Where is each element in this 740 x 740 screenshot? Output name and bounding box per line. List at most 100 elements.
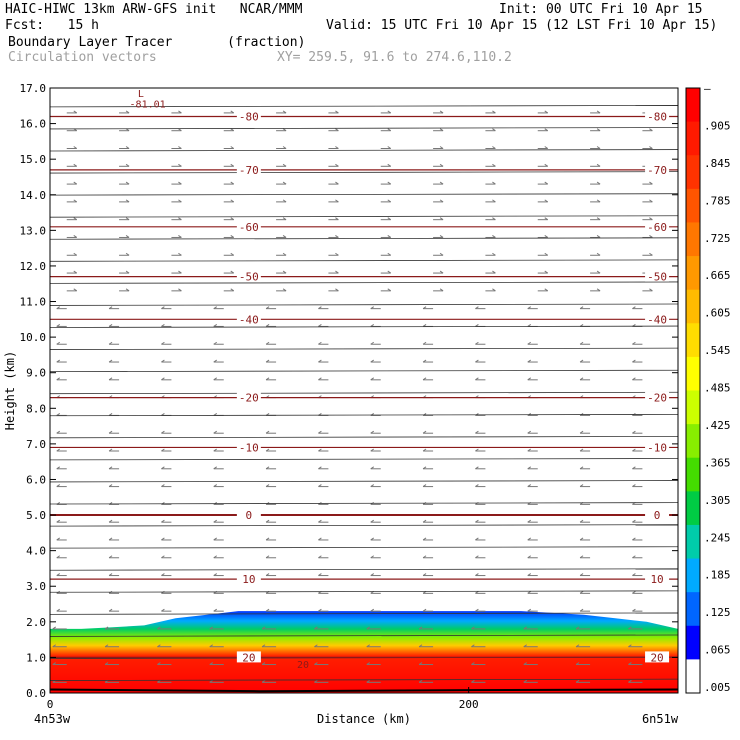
contour-label: -20: [239, 392, 259, 405]
circulation-vector-head: [178, 288, 182, 292]
circulation-vector-head: [422, 555, 427, 559]
circulation-vector-head: [213, 466, 218, 470]
circulation-vector-head: [265, 573, 270, 576]
circulation-vector-head: [213, 537, 218, 541]
circulation-vector-head: [544, 199, 549, 203]
circulation-vector-head: [265, 359, 270, 363]
y-tick-label: 6.0: [26, 473, 46, 486]
theta-contour: [49, 171, 679, 174]
circulation-vector-head: [387, 199, 392, 203]
circulation-vector-head: [157, 644, 161, 648]
circulation-vector-head: [649, 181, 653, 185]
theta-contour: [49, 590, 679, 593]
y-axis-title: Height (km): [3, 351, 17, 430]
circulation-vector-head: [318, 377, 322, 381]
circulation-vector-head: [108, 430, 113, 434]
circulation-vector-head: [230, 181, 235, 185]
contour-label-bg: [645, 163, 670, 175]
circulation-vector-head: [178, 235, 182, 238]
colorbar-label: .365: [704, 456, 731, 469]
circulation-vector-head: [230, 270, 235, 274]
y-tick-label: 1.0: [26, 651, 46, 664]
circulation-vector-head: [261, 644, 266, 648]
circulation-vector-head: [318, 608, 322, 612]
model-line: HAIC-HIWC 13km ARW-GFS init NCAR/MMM: [5, 2, 303, 17]
circulation-vector-head: [527, 519, 532, 523]
contour-label-bg: [645, 573, 670, 585]
circulation-vector-head: [178, 181, 182, 185]
contour-label-bg: [645, 651, 670, 663]
circulation-vector-head: [596, 288, 601, 292]
circulation-vector-head: [282, 252, 287, 256]
circulation-vector-head: [282, 270, 287, 274]
circulation-vector-head: [314, 644, 318, 648]
circulation-vector-head: [161, 359, 165, 363]
circulation-vector-head: [387, 270, 392, 274]
circulation-vector-head: [575, 626, 580, 630]
colorbar-segment: [686, 659, 700, 694]
contour-label-bg: [236, 651, 261, 663]
circulation-vector-head: [370, 537, 375, 541]
theta-contour: [49, 369, 679, 373]
circulation-vector-head: [544, 217, 549, 221]
colorbar-segment: [686, 424, 700, 459]
circulation-vector-head: [318, 484, 322, 488]
circulation-vector-head: [632, 590, 636, 594]
circulation-vector-head: [213, 519, 218, 523]
circulation-vector-head: [108, 537, 113, 541]
y-tick-label: 12.0: [20, 260, 47, 273]
y-tick-label: 5.0: [26, 509, 46, 522]
circulation-vector-head: [422, 519, 427, 523]
circulation-vector-head: [108, 519, 113, 523]
circulation-vector-head: [579, 448, 584, 452]
circulation-vector-head: [265, 484, 270, 488]
circulation-vector-head: [370, 466, 375, 470]
circulation-vector-head: [471, 644, 475, 648]
circulation-vector-head: [125, 217, 130, 221]
circulation-vector-head: [318, 537, 322, 541]
y-tick-label: 17.0: [20, 82, 47, 95]
circulation-vector-head: [523, 644, 528, 648]
circulation-vector-head: [73, 217, 78, 221]
circulation-vector-head: [125, 270, 130, 274]
circulation-vector-head: [418, 679, 423, 683]
colorbar-label: .785: [704, 194, 731, 207]
circulation-vector-head: [265, 466, 270, 470]
circulation-vector-head: [104, 626, 109, 630]
circulation-vector-head: [213, 484, 218, 488]
circulation-vector-head: [318, 519, 322, 523]
contour-label: -70: [647, 164, 667, 177]
valid-line: Valid: 15 UTC Fri 10 Apr 15 (12 LST Fri …: [326, 18, 718, 33]
contour-label: -60: [239, 221, 259, 234]
circulation-vector-head: [422, 306, 427, 310]
circulation-vector-head: [628, 626, 632, 630]
circulation-vector-head: [527, 341, 532, 345]
circulation-vector-head: [579, 519, 584, 523]
circulation-vector-head: [282, 288, 287, 292]
colorbar-label: .545: [704, 344, 731, 357]
circulation-vector-head: [230, 235, 235, 238]
contour-label: 20: [242, 651, 255, 664]
circulation-vector-head: [335, 217, 339, 221]
contour-label-bg: [645, 220, 670, 232]
init-line: Init: 00 UTC Fri 10 Apr 15: [499, 2, 703, 17]
circulation-vector-head: [108, 341, 113, 345]
theta-contour: [49, 105, 679, 108]
circulation-vector-head: [632, 519, 636, 523]
circulation-vector-head: [56, 608, 61, 612]
tracer-layer-fill: [50, 611, 678, 693]
contour-label-bg: [236, 391, 261, 403]
circulation-vector-head: [335, 252, 339, 256]
circulation-vector-head: [387, 217, 392, 221]
circulation-vector-head: [370, 448, 375, 452]
circulation-vector-head: [492, 199, 496, 203]
circulation-vector-head: [73, 252, 78, 256]
circulation-vector-head: [370, 341, 375, 345]
colorbar-segment: [686, 155, 700, 190]
circulation-vector-head: [125, 181, 130, 185]
circulation-vector-head: [544, 181, 549, 185]
circulation-vector-head: [523, 662, 528, 665]
circulation-vector-head: [387, 181, 392, 185]
colorbar-label: .485: [704, 382, 731, 395]
circulation-vector-head: [418, 644, 423, 648]
